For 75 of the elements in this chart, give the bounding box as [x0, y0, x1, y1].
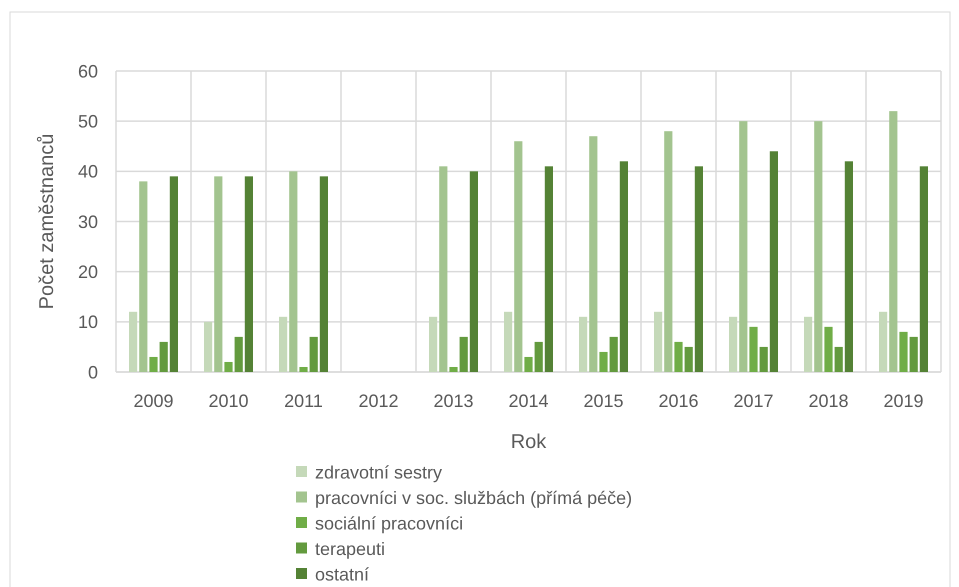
legend-label: sociální pracovníci: [315, 513, 464, 534]
bar: [289, 171, 298, 372]
bar: [534, 342, 543, 372]
x-tick-label: 2015: [583, 391, 624, 411]
bar: [674, 342, 683, 372]
bar: [139, 181, 148, 372]
bar: [310, 336, 318, 372]
bar: [739, 121, 748, 372]
bar: [244, 176, 253, 372]
x-tick-label: 2011: [284, 391, 323, 411]
bar: [694, 166, 703, 372]
x-tick-label: 2018: [808, 391, 849, 411]
y-tick-label: 50: [78, 111, 98, 132]
legend-label: terapeuti: [315, 538, 386, 559]
y-axis-title: Počet zaměstnanců: [36, 134, 58, 310]
legend-label: pracovníci v soc. službách (přímá péče): [315, 488, 632, 508]
bar: [170, 176, 178, 372]
legend-label: zdravotní sestry: [315, 462, 442, 482]
legend-label: ostatní: [315, 564, 370, 584]
bar: [299, 366, 308, 372]
x-tick-label: 2009: [133, 391, 174, 411]
bar: [749, 326, 758, 372]
bar: [160, 342, 168, 372]
bar: [770, 151, 778, 372]
bar: [804, 316, 812, 372]
bar: [524, 356, 533, 372]
bar: [429, 316, 438, 372]
bar: [814, 121, 822, 372]
bar: [824, 326, 833, 372]
bar: [889, 111, 898, 372]
bar: [279, 316, 288, 372]
bar: [449, 366, 458, 372]
bar: [514, 141, 522, 372]
x-tick-label: 2014: [508, 391, 549, 411]
bar: [589, 136, 598, 372]
y-tick-label: 30: [78, 212, 98, 232]
x-tick-label: 2016: [658, 391, 699, 411]
x-tick-label: 2017: [733, 391, 774, 411]
y-tick-label: 0: [88, 362, 98, 382]
bar: [149, 356, 158, 372]
y-tick-label: 20: [78, 262, 98, 282]
bar: [654, 312, 662, 372]
bar: [214, 176, 222, 372]
bar: [899, 332, 908, 372]
x-axis-title: Rok: [510, 431, 548, 453]
bar: [729, 316, 738, 372]
bar: [129, 312, 138, 372]
bar: [579, 316, 588, 372]
bar: [544, 166, 553, 372]
bar: [844, 161, 853, 372]
y-tick-label: 40: [78, 162, 98, 182]
bar: [834, 346, 843, 372]
bar: [879, 312, 888, 372]
bar: [920, 166, 928, 372]
bar: [620, 161, 628, 372]
x-tick-label: 2019: [883, 391, 924, 411]
y-tick-label: 60: [78, 61, 98, 82]
bar: [204, 322, 212, 372]
bar: [470, 171, 478, 372]
bar: [320, 176, 328, 372]
bar: [439, 166, 448, 372]
bar: [610, 336, 618, 372]
bar: [684, 346, 693, 372]
bar: [504, 312, 512, 372]
bar: [599, 352, 608, 372]
bar: [760, 346, 768, 372]
x-tick-label: 2013: [433, 391, 474, 411]
bar: [460, 336, 468, 372]
bar: [910, 336, 918, 372]
y-tick-label: 10: [78, 312, 98, 332]
bar: [234, 336, 243, 372]
x-tick-label: 2010: [208, 391, 249, 411]
x-tick-label: 2012: [358, 391, 399, 411]
bar: [664, 131, 672, 372]
bar: [224, 362, 233, 372]
